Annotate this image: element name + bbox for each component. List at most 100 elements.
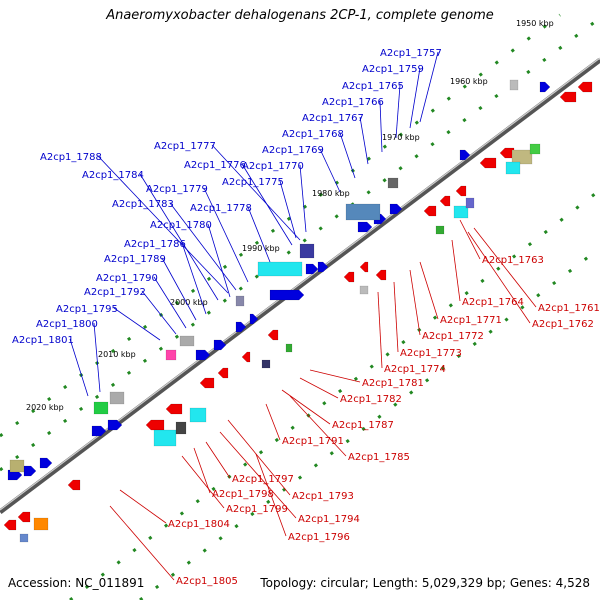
- minus-strand-label: A2cp1_1796: [288, 532, 350, 543]
- plus-strand-label: A2cp1_1765: [342, 81, 404, 92]
- feature-box: [165, 349, 177, 361]
- minus-gene-arrow: [577, 81, 593, 93]
- minus-label-leader: [265, 403, 281, 441]
- minus-label-leader: [205, 441, 231, 479]
- plus-label-leader: [279, 180, 297, 239]
- plus-label-leader: [241, 163, 293, 246]
- feature-box: [359, 285, 369, 295]
- feature-box: [509, 79, 519, 91]
- plus-gene-arrow: [389, 203, 403, 215]
- kbp-tick-label: 1980 kbp: [312, 189, 350, 198]
- plus-gene-arrow: [91, 425, 107, 437]
- plus-label-leader: [379, 100, 383, 153]
- kbp-tick-label: 2020 kbp: [26, 403, 64, 412]
- minus-gene-arrow: [17, 511, 31, 523]
- feature-box: [179, 335, 195, 347]
- minus-strand-label: A2cp1_1805: [176, 576, 238, 587]
- minus-gene-arrow: [3, 519, 17, 531]
- accession-text: Accession: NC_011891: [8, 576, 145, 590]
- plus-label-leader: [395, 84, 401, 139]
- plus-label-leader: [139, 173, 219, 301]
- plus-label-leader: [97, 155, 229, 294]
- feature-box: [285, 343, 293, 353]
- minus-label-leader: [377, 291, 383, 369]
- plus-gene-arrow: [107, 419, 123, 431]
- plus-strand-label: A2cp1_1770: [242, 161, 304, 172]
- minus-label-leader: [181, 455, 225, 509]
- kbp-tick-label: 1970 kbp: [382, 133, 420, 142]
- plus-label-leader: [319, 148, 341, 193]
- feature-box: [511, 149, 533, 165]
- minus-gene-arrow: [455, 185, 467, 197]
- feature-box: [261, 359, 271, 369]
- plus-strand-label: A2cp1_1768: [282, 129, 344, 140]
- plus-gene-arrow: [213, 339, 227, 351]
- plus-label-leader: [181, 242, 207, 315]
- minus-strand-label: A2cp1_1791: [282, 436, 344, 447]
- plus-strand-label: A2cp1_1786: [124, 239, 186, 250]
- minus-strand-label: A2cp1_1763: [482, 255, 544, 266]
- feature-box: [435, 225, 445, 235]
- plus-label-leader: [419, 51, 439, 123]
- feature-box: [453, 205, 469, 219]
- minus-gene-arrow: [559, 91, 577, 103]
- plus-label-leader: [409, 67, 421, 129]
- minus-label-leader: [281, 389, 331, 425]
- minus-strand-label: A2cp1_1787: [332, 420, 394, 431]
- minus-label-leader: [393, 281, 399, 353]
- minus-strand-label: A2cp1_1762: [532, 319, 594, 330]
- plus-gene-arrow: [305, 263, 319, 275]
- feature-box: [33, 517, 49, 531]
- minus-strand-label: A2cp1_1799: [226, 504, 288, 515]
- minus-label-leader: [473, 227, 537, 308]
- plus-gene-arrow: [357, 221, 373, 233]
- feature-box: [109, 391, 125, 405]
- plus-strand-label: A2cp1_1780: [150, 220, 212, 231]
- plus-label-leader: [203, 187, 249, 283]
- plus-gene-arrow: [269, 289, 305, 301]
- minus-strand-label: A2cp1_1785: [348, 452, 410, 463]
- plus-label-leader: [211, 144, 301, 241]
- plus-strand-label: A2cp1_1789: [104, 254, 166, 265]
- plus-label-leader: [247, 206, 271, 263]
- feature-box: [9, 459, 25, 473]
- minus-strand-label: A2cp1_1793: [292, 491, 354, 502]
- plus-strand-label: A2cp1_1769: [262, 145, 324, 156]
- plus-label-leader: [299, 164, 307, 233]
- plus-gene-arrow: [39, 457, 53, 469]
- plus-strand-label: A2cp1_1757: [380, 48, 442, 59]
- plus-label-leader: [141, 290, 177, 335]
- minus-label-leader: [419, 261, 439, 320]
- plus-gene-arrow: [539, 81, 551, 93]
- plus-strand-label: A2cp1_1779: [146, 184, 208, 195]
- plus-strand-label: A2cp1_1776: [184, 160, 246, 171]
- feature-box: [19, 533, 29, 543]
- minus-label-leader: [451, 239, 461, 302]
- minus-gene-arrow: [343, 271, 355, 283]
- kbp-tick-label: 2010 kbp: [98, 350, 136, 359]
- plus-strand-label: A2cp1_1801: [12, 335, 74, 346]
- plus-strand-label: A2cp1_1784: [82, 170, 144, 181]
- minus-gene-arrow: [67, 479, 81, 491]
- feature-box: [153, 429, 177, 447]
- plus-gene-arrow: [23, 465, 37, 477]
- kbp-tick-label: 1960 kbp: [450, 77, 488, 86]
- plus-strand-label: A2cp1_1777: [154, 141, 216, 152]
- feature-box: [189, 407, 207, 423]
- minus-strand-label: A2cp1_1771: [440, 315, 502, 326]
- minus-label-leader: [219, 431, 297, 519]
- plus-strand-label: A2cp1_1788: [40, 152, 102, 163]
- plus-gene-arrow: [317, 261, 329, 273]
- minus-gene-arrow: [375, 269, 387, 281]
- minus-label-leader: [109, 505, 175, 581]
- kbp-tick-label: 1990 kbp: [242, 244, 280, 253]
- minus-label-leader: [289, 395, 347, 457]
- feature-box: [505, 161, 521, 175]
- plus-gene-arrow: [235, 321, 247, 333]
- plus-strand-label: A2cp1_1792: [84, 287, 146, 298]
- minus-label-leader: [255, 453, 287, 537]
- minus-strand-label: A2cp1_1798: [212, 489, 274, 500]
- minus-strand-label: A2cp1_1773: [400, 348, 462, 359]
- minus-strand-label: A2cp1_1781: [362, 378, 424, 389]
